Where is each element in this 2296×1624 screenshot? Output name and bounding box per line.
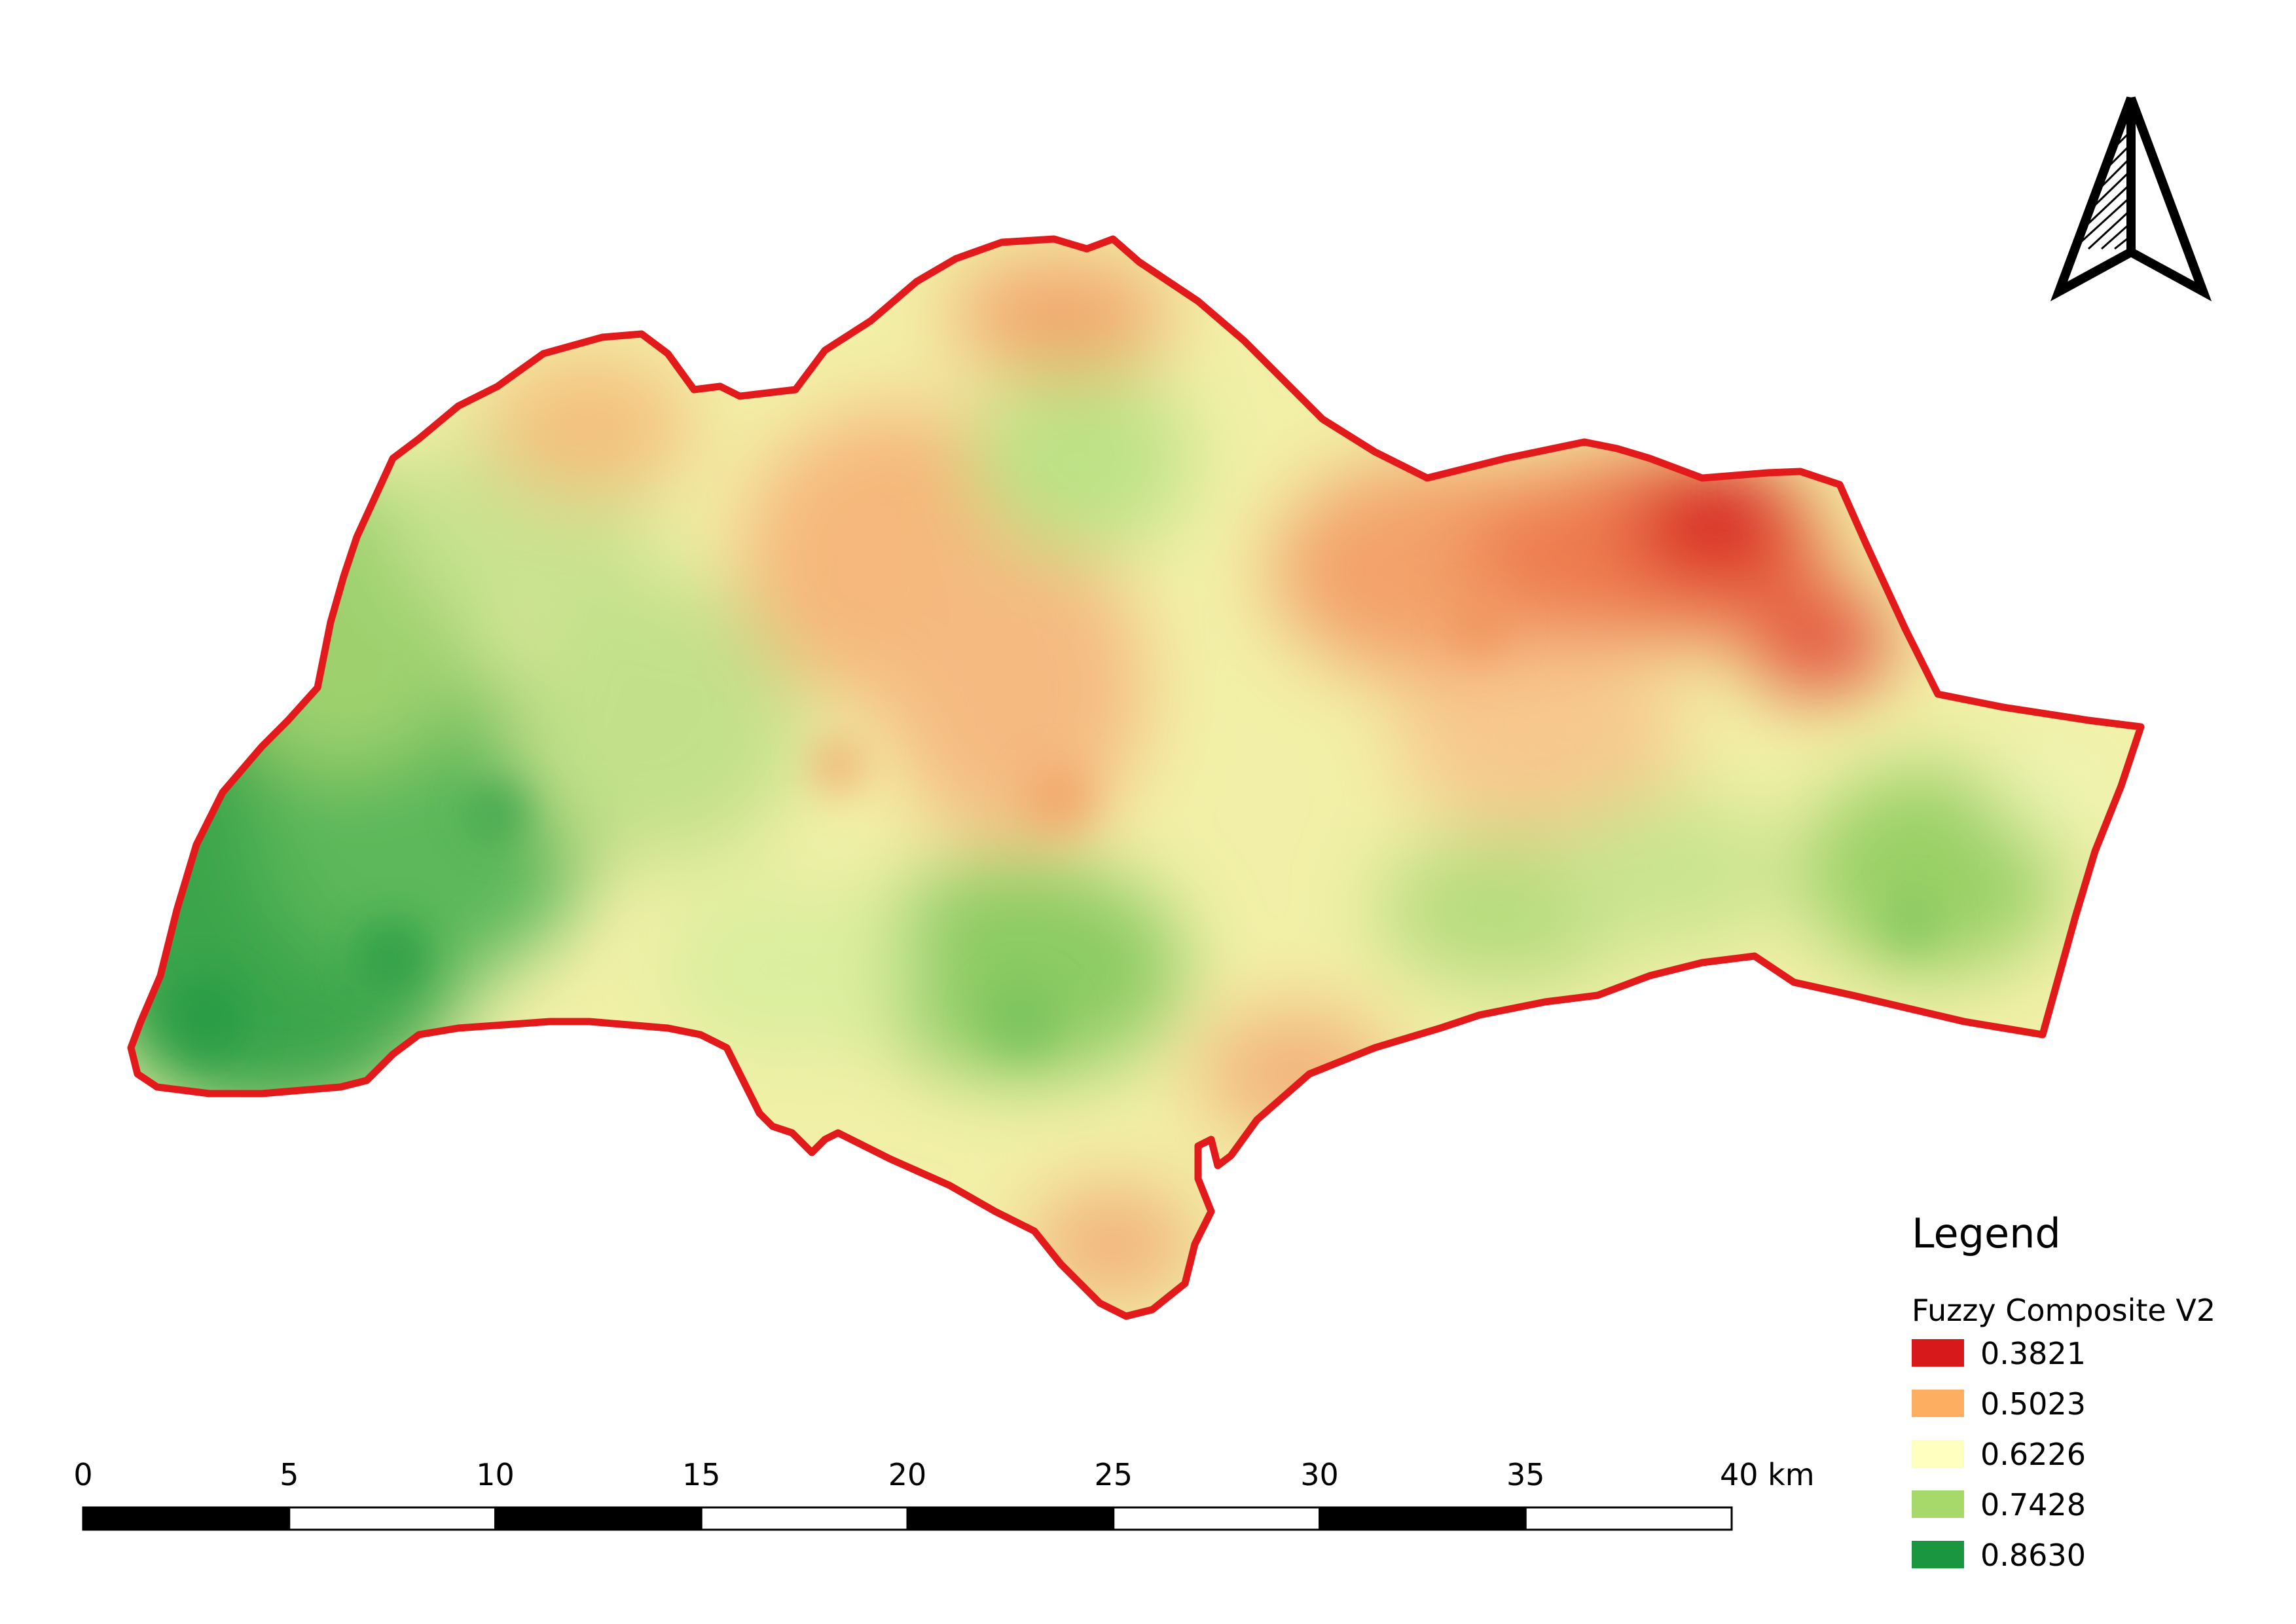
zone-north-orange-2 — [949, 255, 1172, 373]
zone-central-orange-2 — [884, 530, 1146, 845]
legend-swatch — [1912, 1440, 1964, 1467]
legend-swatch — [1912, 1541, 1964, 1568]
zone-far-east-pale — [1990, 727, 2134, 845]
zone-central-west — [504, 576, 805, 864]
zone-south-tip-orange — [1028, 1185, 1198, 1303]
texture-green-4 — [982, 982, 1061, 1061]
legend-label: 0.6226 — [1980, 1437, 2086, 1472]
legend-label: 0.7428 — [1980, 1487, 2086, 1522]
zone-north-green — [969, 360, 1192, 557]
scale-bar-segments — [82, 1506, 1733, 1531]
zone-south-orange — [1198, 1008, 1394, 1139]
texture-dark-green-1 — [157, 976, 249, 1067]
zone-south-green — [858, 858, 1185, 1080]
scale-bar-tick-label: 5 — [280, 1457, 299, 1492]
north-arrow-icon — [2050, 96, 2212, 302]
scale-bar-tick-label: 20 — [888, 1457, 927, 1492]
texture-orange-3 — [1450, 599, 1509, 658]
texture-dark-green-3 — [465, 779, 530, 845]
scale-bar-segment — [1524, 1506, 1733, 1531]
zone-east-red — [1630, 465, 1800, 583]
scale-bar-tick-label: 40 km — [1720, 1457, 1815, 1492]
scale-bar-segment — [494, 1506, 702, 1531]
scale-bar-segment — [700, 1506, 909, 1531]
legend-items: 0.3821 0.5023 0.6226 0.7428 0.8630 — [1912, 1336, 2086, 1573]
scale-bar-segment — [1112, 1506, 1321, 1531]
scale-bar-tick-label: 30 — [1300, 1457, 1339, 1492]
north-arrow-hatching — [2079, 130, 2132, 250]
texture-orange-2 — [1025, 763, 1097, 835]
zone-east-green-2 — [1552, 792, 1787, 950]
scale-bar-ticks: 0 5 10 15 20 25 30 35 40 km — [73, 1457, 1814, 1492]
legend-swatch — [1912, 1390, 1964, 1417]
zone-east-pale-orange — [1394, 648, 1683, 832]
scale-bar-segment — [1319, 1506, 1527, 1531]
zone-south-pale — [655, 877, 917, 1061]
zone-north-orange-1 — [484, 354, 694, 498]
study-area-boundary — [127, 235, 2145, 1320]
raster-zones — [131, 255, 2134, 1303]
scale-bar-segment — [82, 1506, 291, 1531]
legend: Legend Fuzzy Composite V2 0.38210.50230.… — [1912, 1209, 2215, 1573]
legend-swatch — [1912, 1339, 1964, 1367]
legend-layer-name: Fuzzy Composite V2 — [1912, 1293, 2215, 1328]
scale-bar-tick-label: 25 — [1094, 1457, 1133, 1492]
zone-east-red-2 — [1748, 589, 1892, 694]
texture-dark-green-2 — [354, 917, 432, 995]
legend-swatch — [1912, 1490, 1964, 1518]
texture-orange-1 — [809, 737, 867, 796]
legend-title: Legend — [1912, 1209, 2061, 1257]
scale-bar: 0 5 10 15 20 25 30 35 40 km — [73, 1457, 1815, 1531]
legend-label: 0.3821 — [1980, 1336, 2086, 1371]
fuzzy-composite-raster — [131, 239, 2141, 1316]
zone-far-east-green — [1800, 766, 2062, 976]
scale-bar-tick-label: 15 — [682, 1457, 721, 1492]
raster-texture — [157, 599, 1941, 1067]
texture-green-5 — [1882, 894, 1941, 953]
scale-bar-tick-label: 35 — [1506, 1457, 1545, 1492]
scale-bar-tick-label: 0 — [73, 1457, 92, 1492]
legend-label: 0.5023 — [1980, 1386, 2086, 1422]
legend-label: 0.8630 — [1980, 1538, 2086, 1573]
north-arrow-right-half — [2126, 96, 2212, 302]
scale-bar-segment — [288, 1506, 496, 1531]
scale-bar-tick-label: 10 — [476, 1457, 515, 1492]
scale-bar-segment — [906, 1506, 1115, 1531]
